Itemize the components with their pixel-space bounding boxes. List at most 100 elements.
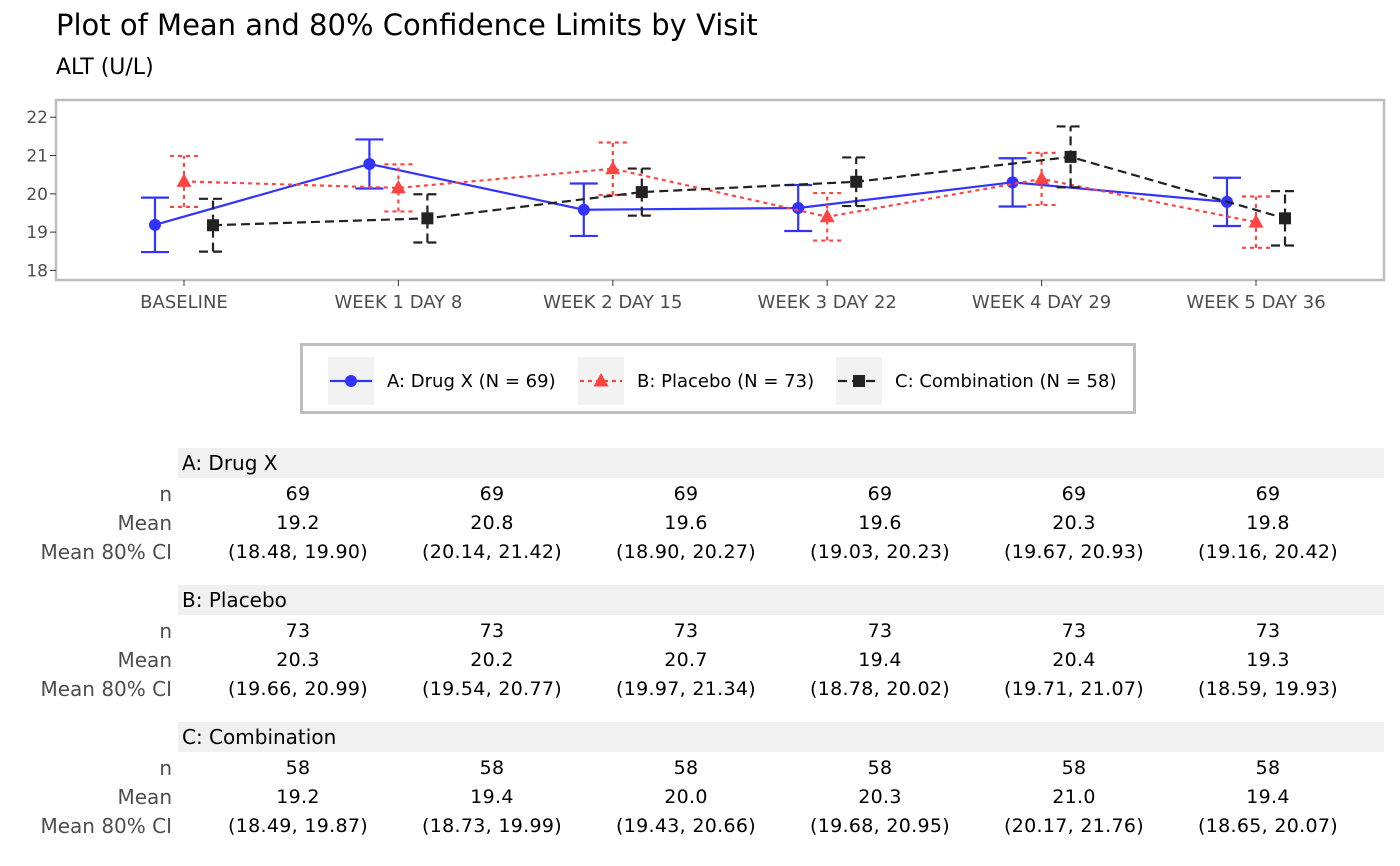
series-3 [199, 125, 1299, 253]
table-cell: 20.3 [276, 649, 320, 671]
table-cell: 58 [285, 757, 311, 779]
table-cell: 20.4 [1052, 649, 1096, 671]
table-cell: 69 [867, 483, 893, 505]
chart-svg: 18 19 20 21 22 BASELINE WEEK 1 DAY 8 WEEK 2 DAY… [26, 98, 1386, 405]
table-row-label: Mean [117, 648, 173, 672]
table-cell: (18.90, 20.27) [616, 541, 756, 563]
table-cell: 19.2 [276, 512, 320, 534]
table-cell: 19.4 [470, 786, 514, 808]
data-point [176, 173, 192, 187]
table-cell: (19.03, 20.23) [810, 541, 950, 563]
table-group-header: B: Placebo [178, 585, 1384, 615]
chart-subtitle: ALT (U/L) [56, 55, 154, 80]
chart-title: Plot of Mean and 80% Confidence Limits b… [56, 8, 758, 42]
table-cell: 69 [673, 483, 699, 505]
table-cell: 19.3 [1246, 649, 1290, 671]
table-cell: (19.16, 20.42) [1198, 541, 1338, 563]
legend-box [300, 343, 1136, 414]
table-group-header: A: Drug X [178, 448, 1384, 478]
table-row-label: Mean 80% CI [40, 677, 172, 701]
table-cell: (19.97, 21.34) [616, 678, 756, 700]
table-cell: 21.0 [1052, 786, 1096, 808]
table-cell: 20.2 [470, 649, 514, 671]
table-row-label: Mean [117, 785, 173, 809]
table-cell: (18.48, 19.90) [228, 541, 368, 563]
table-cell: (19.66, 20.99) [228, 678, 368, 700]
table-cell: (19.71, 21.07) [1004, 678, 1144, 700]
series-2 [170, 141, 1270, 249]
table-cell: 58 [673, 757, 699, 779]
table-cell: 69 [1061, 483, 1087, 505]
x-tick-label: WEEK 4 DAY 29 [972, 292, 1111, 313]
table-cell: (19.68, 20.95) [810, 815, 950, 837]
data-point [792, 202, 805, 214]
data-point [207, 219, 219, 232]
table-cell: 20.8 [470, 512, 514, 534]
data-point [421, 212, 434, 225]
table-row-label: Mean [117, 511, 173, 535]
x-tick-label: WEEK 2 DAY 15 [543, 292, 682, 313]
table-cell: 73 [285, 620, 311, 642]
table-cell: 19.2 [276, 786, 320, 808]
table-cell: (19.54, 20.77) [422, 678, 562, 700]
table-group-header: C: Combination [178, 722, 1384, 752]
data-point [1064, 150, 1077, 163]
data-point [149, 218, 161, 231]
legend-label: C: Combination (N = 58) [895, 371, 1116, 392]
table-row-label: n [159, 756, 172, 780]
table-cell: 20.7 [664, 649, 708, 671]
y-tick-label: 18 [26, 261, 48, 281]
table-cell: 19.6 [858, 512, 902, 534]
data-point [819, 208, 835, 223]
table-row-label: Mean 80% CI [40, 814, 172, 838]
series-line [183, 167, 1257, 224]
table-cell: 19.4 [858, 649, 902, 671]
table-cell: (18.78, 20.02) [810, 678, 950, 700]
table-cell: 20.0 [664, 786, 708, 808]
y-tick-label: 22 [26, 108, 48, 128]
legend-key-marker [593, 373, 609, 387]
table-cell: 69 [479, 483, 505, 505]
data-point [1279, 212, 1291, 225]
table-cell: 69 [1255, 483, 1281, 505]
x-tick-label: WEEK 5 DAY 36 [1186, 292, 1325, 313]
table-cell: (19.43, 20.66) [616, 815, 756, 837]
table-cell: 19.6 [664, 512, 708, 534]
data-point [577, 203, 590, 216]
data-point [1248, 214, 1264, 228]
table-cell: 58 [1061, 757, 1087, 779]
legend-label: A: Drug X (N = 69) [387, 371, 556, 392]
table-cell: 73 [867, 620, 893, 642]
table-row-label: n [159, 482, 172, 506]
legend-item-1: A: Drug X (N = 69) [328, 357, 556, 405]
data-point [1034, 170, 1050, 185]
table-cell: (20.14, 21.42) [422, 541, 562, 563]
series-1 [141, 138, 1241, 254]
data-point [363, 157, 376, 170]
y-tick-label: 19 [26, 223, 48, 243]
y-tick-label: 21 [26, 147, 48, 167]
table-cell: 73 [479, 620, 505, 642]
table-cell: 19.4 [1246, 786, 1290, 808]
table-cell: 69 [285, 483, 311, 505]
table-row-label: n [159, 619, 172, 643]
table-cell: 19.8 [1246, 512, 1290, 534]
table-row-label: Mean 80% CI [40, 540, 172, 564]
table-cell: (18.49, 19.87) [228, 815, 368, 837]
table-cell: 73 [673, 620, 699, 642]
table-cell: 73 [1061, 620, 1087, 642]
table-cell: 58 [867, 757, 893, 779]
table-cell: 58 [1255, 757, 1281, 779]
series-line [154, 162, 1228, 226]
data-point [635, 186, 648, 199]
table-cell: (18.73, 19.99) [422, 815, 562, 837]
plot-panel-border [54, 98, 1386, 282]
table-cell: 58 [479, 757, 505, 779]
table-cell: (20.17, 21.76) [1004, 815, 1144, 837]
data-point [605, 160, 621, 175]
data-point [390, 179, 406, 194]
x-tick-label: WEEK 3 DAY 22 [758, 292, 897, 313]
legend-item-3: C: Combination (N = 58) [836, 357, 1116, 405]
table-cell: (19.67, 20.93) [1004, 541, 1144, 563]
